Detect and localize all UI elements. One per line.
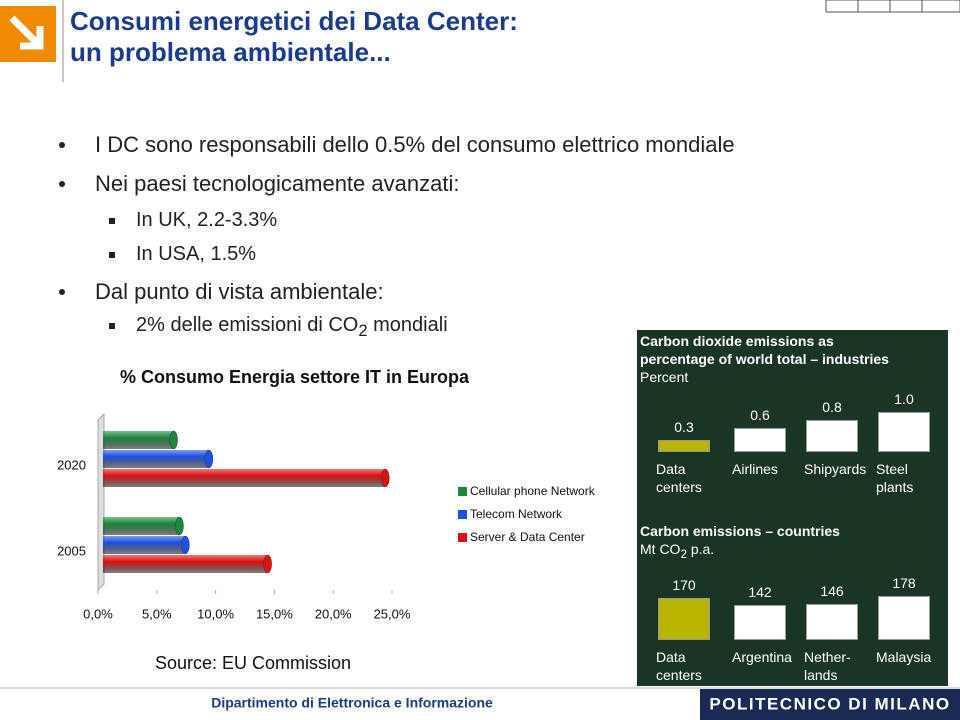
bar [806, 603, 858, 640]
panel-title: Carbon dioxide emissions as percentage o… [640, 333, 889, 367]
bar [103, 555, 268, 573]
bullet-marker [59, 142, 65, 148]
bar-cap [204, 449, 214, 469]
x-tick-label: 0,0% [83, 606, 113, 621]
value-label: 1.0 [894, 391, 914, 407]
footer-department: Dipartimento di Elettronica e Informazio… [211, 695, 493, 711]
bar [103, 450, 209, 468]
legend-label: Telecom Network [470, 507, 563, 521]
legend-label: Cellular phone Network [470, 484, 596, 498]
text-part: p.a. [686, 541, 715, 557]
legend-swatch [458, 487, 467, 496]
chart-wall [97, 412, 105, 592]
legend-label: Server & Data Center [470, 530, 585, 544]
panel-title: Carbon emissions – countries [640, 523, 840, 539]
chart-source: Source: EU Commission [155, 653, 351, 673]
bar-cap [175, 516, 184, 536]
bar-cap [263, 554, 272, 574]
category-label: Data centers [656, 649, 702, 683]
bullet-text: Nei paesi tecnologicamente avanzati: [95, 170, 460, 196]
value-label: 142 [748, 583, 772, 600]
bullet-text: In UK, 2.2-3.3% [136, 209, 278, 231]
panel-subtitle: Mt CO2 p.a. [640, 540, 714, 564]
bar-cap [181, 535, 190, 555]
bar [103, 431, 174, 449]
bar [103, 536, 186, 554]
bullet-text: Dal punto di vista ambientale: [95, 278, 384, 304]
value-label: 0.3 [674, 419, 694, 435]
bullet-marker [109, 323, 115, 329]
category-label: Airlines [732, 461, 778, 477]
bar [878, 412, 930, 452]
value-label: 170 [672, 576, 696, 593]
chart-title: % Consumo Energia settore IT in Europa [120, 367, 470, 387]
x-tick-label: 5,0% [142, 606, 172, 621]
value-label: 178 [892, 575, 916, 591]
panel-subtitle: Percent [640, 368, 688, 386]
bullet-marker [59, 289, 65, 295]
bar-cap [169, 430, 178, 450]
bullet-text: 2% delle emissioni di CO2 mondiali [136, 314, 448, 341]
category-label: Data centers [656, 461, 702, 495]
bar [103, 469, 386, 487]
bar [734, 604, 786, 640]
slide-title: Consumi energetici dei Data Center: un p… [70, 6, 518, 67]
bar [658, 440, 710, 452]
bullet-text: In USA, 1.5% [136, 243, 257, 265]
x-tick-label: 10,0% [197, 606, 234, 621]
footer-band [700, 689, 960, 720]
text-part: Mt CO [640, 541, 681, 557]
value-label: 146 [820, 582, 844, 599]
text-part: mondiali [367, 314, 448, 336]
bar-cap [380, 468, 390, 488]
bar [878, 596, 930, 640]
text-part: Percent [640, 369, 689, 385]
category-label: Argentina [732, 649, 792, 665]
bullet-text: I DC sono responsabili dello 0.5% del co… [95, 131, 735, 157]
window-buttons [825, 0, 960, 13]
footer-logo: POLITECNICO DI MILANO [709, 694, 950, 713]
x-tick-label: 15,0% [256, 606, 293, 621]
category-label: Steel plants [876, 461, 914, 495]
y-tick-label: 2005 [57, 543, 86, 558]
value-label: 0.6 [750, 407, 770, 423]
text-part: 2% delle emissioni di CO [136, 314, 359, 336]
category-label: Shipyards [804, 461, 867, 477]
bar [734, 428, 786, 452]
bullet-marker [109, 252, 115, 258]
bullet-marker [109, 218, 115, 224]
category-label: Malaysia [876, 649, 932, 665]
logo-arrow [9, 15, 44, 50]
info-panel: Carbon dioxide emissions as percentage o… [637, 330, 948, 686]
y-tick-label: 2020 [57, 457, 86, 472]
subscript: 2 [680, 547, 687, 561]
bullet-marker [59, 181, 65, 187]
subscript: 2 [358, 321, 368, 340]
legend-swatch [458, 533, 467, 542]
bar [806, 420, 858, 452]
bar [103, 517, 180, 535]
bar [658, 597, 710, 640]
x-tick-label: 25,0% [374, 606, 411, 621]
x-tick-label: 20,0% [315, 606, 352, 621]
legend-swatch [458, 510, 467, 519]
value-label: 0.8 [822, 399, 842, 415]
category-label: Nether- lands [804, 649, 851, 683]
